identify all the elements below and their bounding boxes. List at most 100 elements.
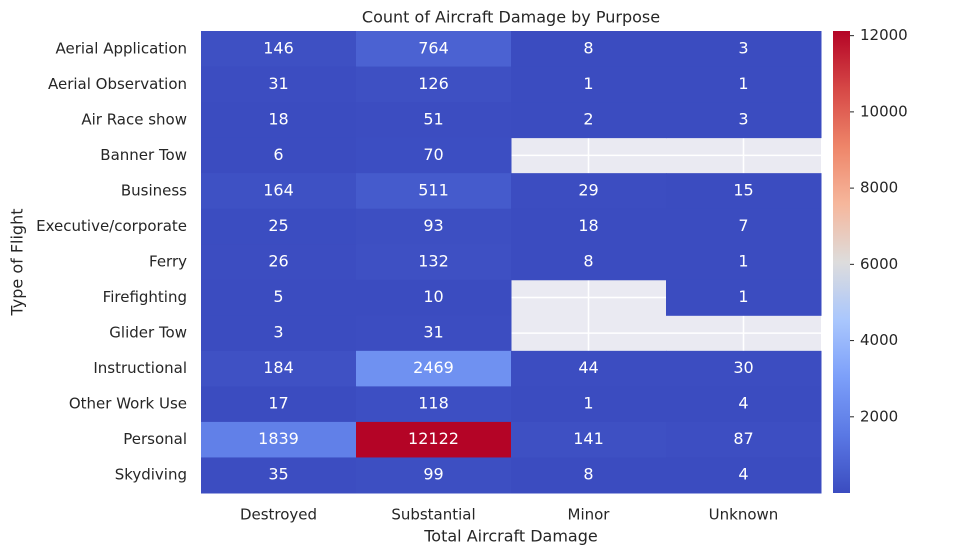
heatmap-cell [201,31,357,68]
heatmap-cell [201,457,357,494]
heatmap-cell [356,66,512,103]
x-tick-label: Substantial [391,506,475,524]
heatmap-cell [666,208,822,245]
cell-label: 8 [583,252,593,271]
heatmap-cell [356,421,512,458]
heatmap-cell [356,457,512,494]
cell-label: 35 [268,465,288,484]
heatmap-cell [201,66,357,103]
heatmap-cell [511,421,667,458]
y-tick-label: Personal [123,430,187,448]
x-tick-label: Unknown [709,506,779,524]
heatmap-cell [356,386,512,423]
heatmap-cell [356,137,512,174]
cell-label: 7 [738,216,748,235]
cell-label: 2469 [413,358,454,377]
y-tick-label: Instructional [93,359,187,377]
heatmap-cell [666,421,822,458]
heatmap-cell [201,279,357,316]
y-tick-label: Skydiving [115,466,187,484]
x-tick-label: Destroyed [240,506,317,524]
heatmap-cell [201,315,357,352]
cell-label: 99 [423,465,443,484]
heatmap-cell [511,350,667,387]
heatmap-cell [201,102,357,139]
cell-label: 141 [573,429,604,448]
heatmap-cell [511,244,667,281]
heatmap-cell [666,244,822,281]
heatmap-cell [356,279,512,316]
heatmap-cell [666,102,822,139]
cell-label: 29 [578,180,598,199]
cell-label: 93 [423,216,443,235]
cell-label: 87 [733,429,753,448]
cell-label: 1 [738,252,748,271]
heatmap-cell [666,66,822,103]
cell-label: 764 [418,38,449,57]
y-axis-label: Type of Flight [8,208,27,316]
heatmap-cell [511,457,667,494]
heatmap-cell [356,102,512,139]
cell-label: 118 [418,394,449,413]
heatmap-cell [201,137,357,174]
cell-label: 1 [583,74,593,93]
cell-label: 4 [738,394,748,413]
heatmap-cell [511,102,667,139]
x-tick-label: Minor [568,506,611,524]
heatmap-cell [201,173,357,210]
heatmap-cell [666,31,822,68]
heatmap-cell [511,173,667,210]
cell-label: 12122 [408,429,459,448]
cell-label: 1 [738,74,748,93]
cell-label: 184 [263,358,294,377]
cell-label: 44 [578,358,598,377]
heatmap-cell [356,350,512,387]
y-tick-label: Glider Tow [109,324,187,342]
colorbar-tick-label: 10000 [860,102,908,120]
chart-title: Count of Aircraft Damage by Purpose [362,8,660,27]
cell-label: 5 [273,287,283,306]
cell-label: 511 [418,180,449,199]
cell-label: 30 [733,358,753,377]
colorbar-tick-label: 2000 [860,407,898,425]
y-tick-label: Ferry [149,253,187,271]
heatmap-cell [511,208,667,245]
heatmap-cell [666,457,822,494]
cell-label: 25 [268,216,288,235]
cell-label: 10 [423,287,443,306]
heatmap-cell [201,208,357,245]
cell-label: 1 [738,287,748,306]
colorbar-tick-label: 4000 [860,331,898,349]
heatmap-cell [356,31,512,68]
heatmap-cell [356,244,512,281]
cell-label: 3 [273,323,283,342]
cell-label: 132 [418,252,449,271]
cell-label: 31 [268,74,288,93]
colorbar-tick-label: 8000 [860,179,898,197]
heatmap-cell [201,386,357,423]
cell-label: 6 [273,145,283,164]
x-axis-label: Total Aircraft Damage [423,527,597,546]
cell-label: 8 [583,38,593,57]
heatmap-cell [511,31,667,68]
colorbar-tick-label: 12000 [860,26,908,44]
cell-label: 8 [583,465,593,484]
cell-label: 15 [733,180,753,199]
colorbar-tick-label: 6000 [860,255,898,273]
cell-label: 126 [418,74,449,93]
cell-label: 3 [738,38,748,57]
cell-label: 51 [423,109,443,128]
heatmap-cell [201,421,357,458]
cell-label: 31 [423,323,443,342]
y-tick-label: Firefighting [103,288,187,306]
heatmap-cell [356,208,512,245]
cell-label: 1 [583,394,593,413]
heatmap-cell [666,350,822,387]
y-tick-label: Banner Tow [100,146,187,164]
y-tick-label: Business [121,181,187,199]
y-tick-label: Air Race show [81,110,187,128]
heatmap-cell [356,315,512,352]
heatmap-cell [201,244,357,281]
heatmap-cell [666,279,822,316]
